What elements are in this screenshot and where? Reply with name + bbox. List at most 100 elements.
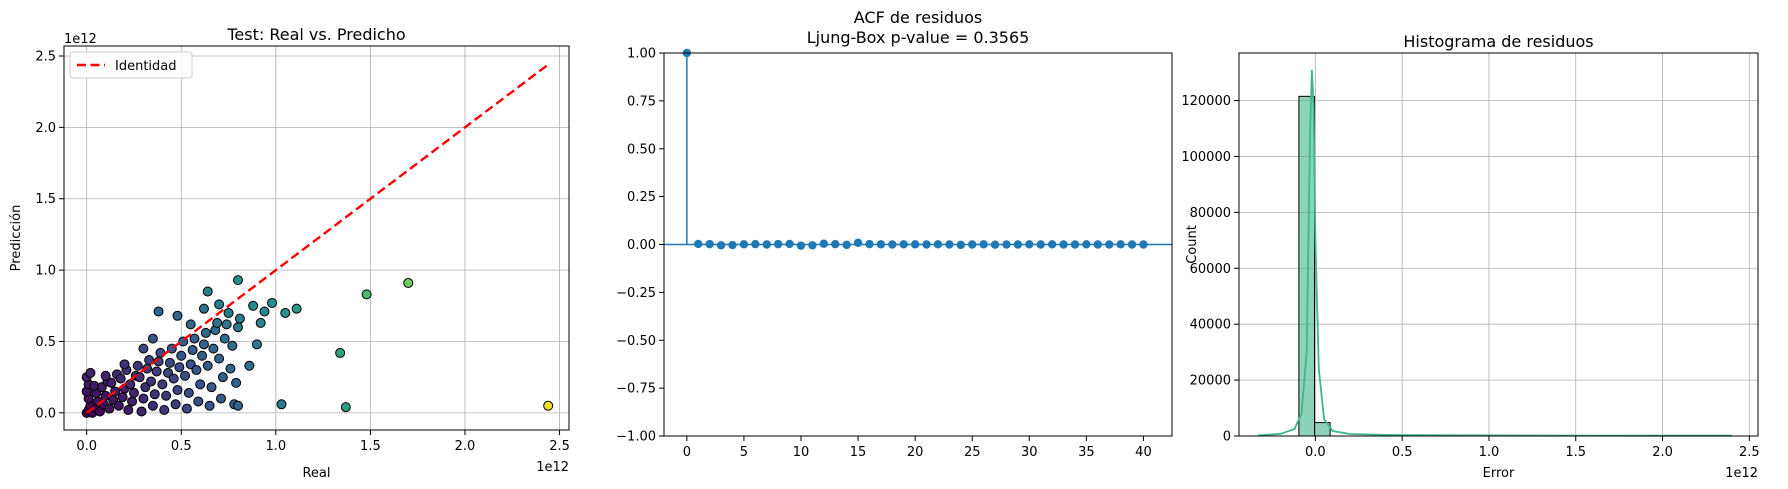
acf-point <box>979 240 988 249</box>
x-tick-label: 1.5 <box>1565 445 1586 460</box>
scatter-point <box>170 399 181 410</box>
scatter-point <box>231 377 242 388</box>
scatter-point <box>189 333 200 344</box>
x-tick-label: 15 <box>850 445 867 460</box>
scatter-point <box>221 319 232 330</box>
y-tick-label: 0.00 <box>627 238 656 253</box>
acf-point <box>1047 240 1057 249</box>
y-tick-label: 2.5 <box>35 49 56 64</box>
acf-point <box>819 239 829 248</box>
acf-point <box>956 240 966 250</box>
scatter-point <box>172 385 183 396</box>
scatter-point <box>214 299 225 310</box>
scatter-point <box>151 366 162 377</box>
acf-point <box>694 239 703 249</box>
x-tick-label: 1.5 <box>360 439 381 454</box>
scatter-point <box>147 400 158 411</box>
scatter-y-ticks: 0.0 0.5 1.0 1.5 2.0 2.5 <box>35 49 64 421</box>
y-tick-label: −0.25 <box>616 286 656 301</box>
y-tick-label: −0.50 <box>616 334 656 349</box>
scatter-point <box>181 403 192 414</box>
acf-point <box>705 239 714 249</box>
acf-point <box>1093 240 1102 249</box>
scatter-point <box>215 393 226 404</box>
acf-point <box>1070 240 1080 249</box>
histogram-axes-frame <box>1238 52 1759 437</box>
y-tick-label: 2.0 <box>35 121 56 136</box>
x-tick-label: 35 <box>1078 445 1095 460</box>
y-tick-label: 0.25 <box>627 190 656 205</box>
legend-entry-identidad: Identidad <box>115 59 177 74</box>
x-tick-label: 25 <box>964 445 981 460</box>
scatter-point <box>147 333 158 344</box>
y-tick-label: −0.75 <box>616 382 656 397</box>
y-tick-label: 0.50 <box>627 142 656 157</box>
scatter-point <box>214 353 225 364</box>
scatter-point <box>149 389 160 400</box>
acf-point <box>739 240 749 249</box>
x-tick-label: 2.0 <box>455 439 476 454</box>
x-tick-label: 0 <box>683 445 691 460</box>
scatter-point <box>244 360 255 371</box>
y-tick-label: −1.00 <box>616 430 656 445</box>
acf-point <box>751 239 760 249</box>
scatter-point <box>115 373 126 384</box>
scatter-point <box>219 333 230 344</box>
y-tick-label: 1.00 <box>627 47 656 62</box>
scatter-point <box>208 343 219 354</box>
scatter-point <box>233 322 244 333</box>
scatter-point <box>291 303 302 314</box>
scatter-point <box>132 360 143 371</box>
acf-point <box>899 240 908 249</box>
scatter-point <box>117 392 128 403</box>
x-tick-label: 20 <box>907 445 924 460</box>
histogram-title: Histograma de residuos <box>1403 32 1593 51</box>
x-tick-label: 30 <box>1021 445 1038 460</box>
acf-point <box>1059 240 1068 249</box>
scatter-point <box>134 372 145 383</box>
scatter-point <box>161 390 172 401</box>
acf-point <box>1036 240 1045 249</box>
x-tick-label: 0.5 <box>171 439 192 454</box>
x-tick-label: 1.0 <box>265 439 286 454</box>
scatter-point <box>185 319 196 330</box>
scatter-point <box>200 327 211 338</box>
scatter-point <box>223 307 234 318</box>
scatter-point <box>113 400 124 411</box>
scatter-point <box>106 377 117 388</box>
acf-point <box>716 241 726 250</box>
scatter-point <box>164 357 175 368</box>
scatter-point <box>233 400 244 411</box>
scatter-point <box>159 405 170 416</box>
scatter-point <box>138 343 149 354</box>
y-tick-label: 60000 <box>1190 262 1231 277</box>
scatter-point <box>543 400 554 411</box>
y-tick-label: 0 <box>1223 430 1231 445</box>
scatter-point <box>217 372 228 383</box>
scatter-point <box>146 376 157 387</box>
scatter-point <box>234 313 245 324</box>
scatter-point <box>361 289 372 300</box>
y-tick-label: 20000 <box>1190 374 1231 389</box>
y-tick-label: 0.0 <box>35 406 56 421</box>
acf-point <box>865 239 874 249</box>
scatter-points <box>81 275 554 418</box>
scatter-point <box>174 362 185 373</box>
scatter-point <box>202 360 213 371</box>
acf-point <box>945 240 954 249</box>
acf-point <box>762 240 771 249</box>
scatter-point <box>225 363 236 374</box>
acf-y-ticks: −1.00 −0.75 −0.50 −0.25 0.00 0.25 0.50 0.75 1.00 <box>616 47 664 445</box>
histogram-kde-curve <box>1258 69 1732 437</box>
scatter-point <box>157 379 168 390</box>
acf-point <box>1127 240 1137 249</box>
acf-point <box>831 239 840 249</box>
x-tick-label: 0.5 <box>1392 445 1413 460</box>
scatter-point <box>340 402 351 413</box>
scatter-point <box>259 306 270 317</box>
scatter-x-label: Real <box>302 466 330 481</box>
x-tick-label: 5 <box>740 445 748 460</box>
scatter-point <box>85 367 96 378</box>
scatter-point <box>176 350 187 361</box>
